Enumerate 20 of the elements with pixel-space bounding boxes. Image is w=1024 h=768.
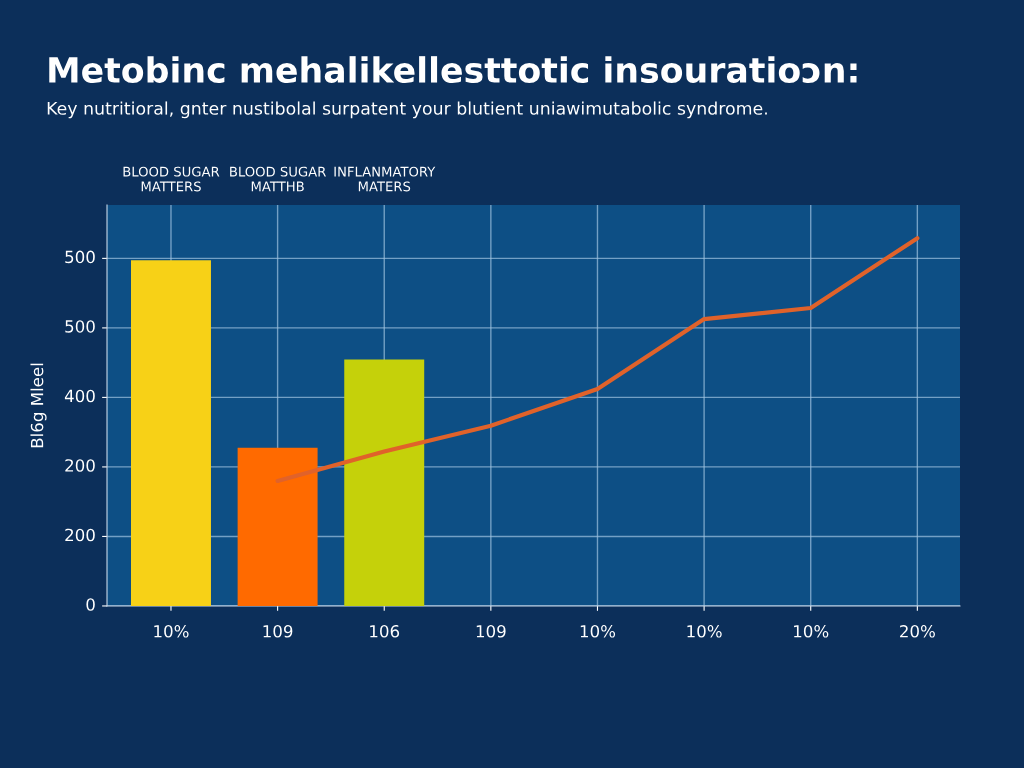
x-tick-label: 10% bbox=[580, 625, 616, 638]
text: BLOOD SUGAR MATTHB bbox=[230, 166, 326, 192]
chart-title: Metobinc mehalikellesttotic insouratioɔn: bbox=[49, 56, 857, 84]
text: INFLANMATORY MATERS bbox=[334, 166, 436, 192]
text: 400 bbox=[64, 389, 95, 403]
text: 0 bbox=[86, 598, 95, 611]
x-tick-label: 109 bbox=[476, 625, 506, 638]
x-tick-label: 10% bbox=[154, 625, 189, 638]
x-tick-label: 20% bbox=[900, 625, 935, 638]
x-tick-label: 10% bbox=[687, 625, 722, 638]
x-tick-label: 10% bbox=[794, 625, 829, 638]
y-axis-title: Bl6g Mleel bbox=[30, 363, 47, 448]
text: 500 bbox=[65, 320, 95, 333]
text: 500 bbox=[65, 250, 95, 264]
chart-subtitle: Key nutritioral, gnter nustibolal surpatent your blutient uniawimutabolic syndrome. bbox=[47, 101, 767, 119]
text: BLOOD SUGAR MATTERS bbox=[123, 166, 220, 192]
x-tick-label: 109 bbox=[263, 625, 293, 638]
x-tick-label: 106 bbox=[370, 625, 400, 638]
text: 200 bbox=[65, 459, 95, 472]
text: 200 bbox=[65, 528, 95, 542]
